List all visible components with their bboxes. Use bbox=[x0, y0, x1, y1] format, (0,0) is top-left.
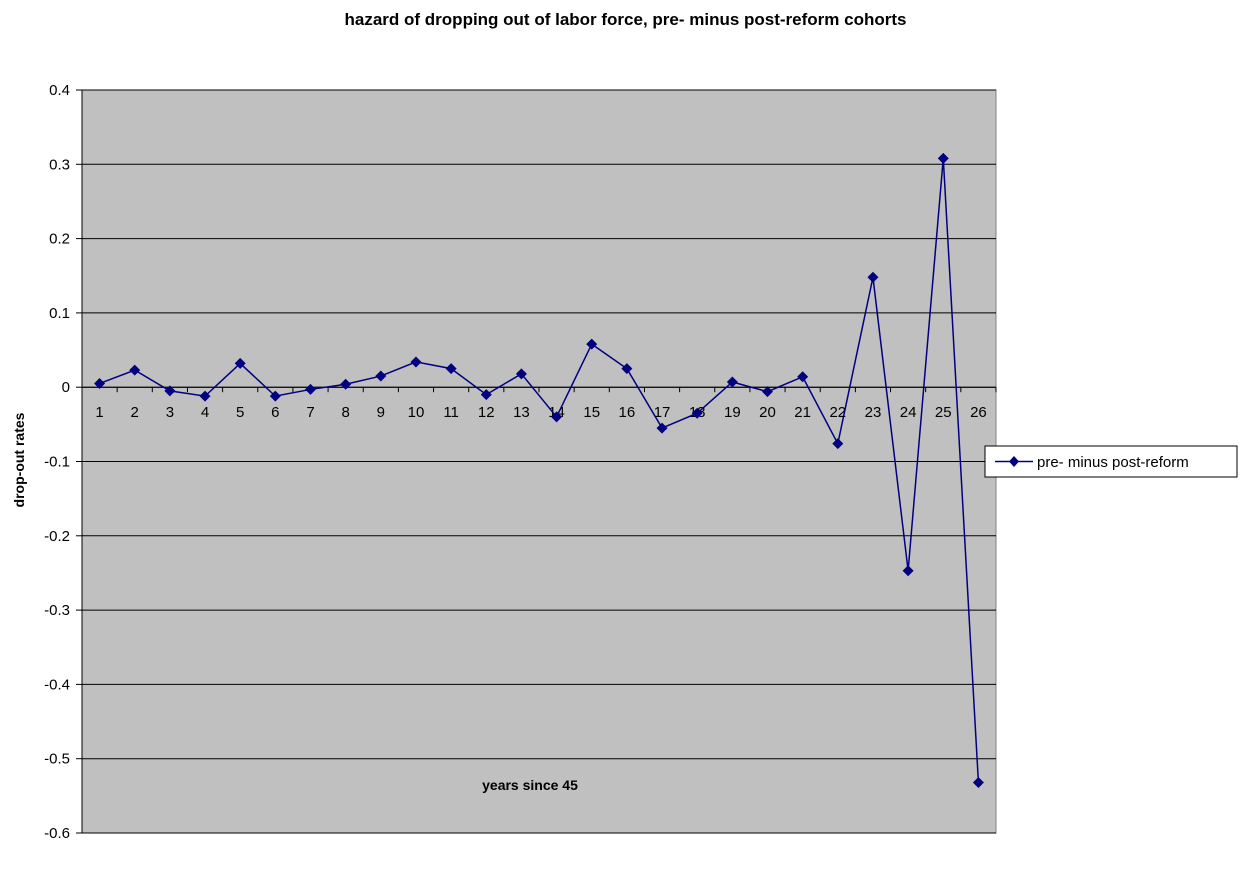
y-tick-label: -0.2 bbox=[44, 528, 70, 545]
y-tick-label: -0.5 bbox=[44, 751, 70, 768]
y-tick-label: -0.3 bbox=[44, 602, 70, 619]
x-axis-title: years since 45 bbox=[482, 777, 578, 793]
data-point bbox=[515, 368, 527, 380]
y-tick-label: -0.1 bbox=[44, 454, 70, 471]
legend-label: pre- minus post-reform bbox=[1037, 454, 1189, 471]
x-tick-label: 16 bbox=[619, 404, 636, 421]
legend: pre- minus post-reform bbox=[984, 445, 1238, 478]
x-tick-label: 19 bbox=[724, 404, 741, 421]
data-point bbox=[726, 376, 738, 388]
x-tick-label: 26 bbox=[970, 404, 987, 421]
data-point bbox=[445, 363, 457, 375]
data-point bbox=[621, 363, 633, 375]
data-point bbox=[375, 370, 387, 382]
x-tick-label: 21 bbox=[794, 404, 811, 421]
data-point bbox=[762, 386, 773, 398]
x-tick-label: 3 bbox=[166, 404, 174, 421]
x-tick-label: 8 bbox=[341, 404, 349, 421]
data-point bbox=[797, 371, 809, 383]
data-point bbox=[480, 389, 492, 401]
data-point bbox=[305, 383, 316, 395]
x-tick-label: 20 bbox=[759, 404, 776, 421]
y-tick-label: 0.3 bbox=[49, 156, 70, 173]
x-tick-label: 12 bbox=[478, 404, 495, 421]
y-tick-label: 0.1 bbox=[49, 305, 70, 322]
x-tick-label: 25 bbox=[935, 404, 952, 421]
data-point bbox=[551, 411, 563, 423]
x-tick-label: 1 bbox=[95, 404, 103, 421]
x-tick-label: 2 bbox=[131, 404, 139, 421]
legend-marker-diamond bbox=[1009, 456, 1019, 467]
y-tick-label: 0.2 bbox=[49, 231, 70, 248]
data-point bbox=[164, 385, 176, 397]
data-point bbox=[937, 152, 949, 164]
x-tick-label: 24 bbox=[900, 404, 917, 421]
data-point bbox=[972, 776, 984, 788]
data-point bbox=[94, 377, 106, 389]
data-point bbox=[867, 271, 879, 283]
y-axis-title: drop-out rates bbox=[11, 412, 27, 507]
y-tick-label: 0.4 bbox=[49, 82, 70, 99]
data-point bbox=[340, 378, 352, 390]
x-tick-label: 10 bbox=[408, 404, 425, 421]
data-point bbox=[410, 356, 422, 368]
x-tick-label: 9 bbox=[377, 404, 385, 421]
data-point bbox=[234, 357, 246, 369]
data-point bbox=[129, 364, 141, 376]
x-tick-label: 6 bbox=[271, 404, 279, 421]
axes bbox=[81, 90, 997, 833]
series-line bbox=[99, 158, 980, 783]
x-tick-label: 5 bbox=[236, 404, 244, 421]
data-point bbox=[902, 565, 914, 577]
data-point bbox=[199, 390, 211, 402]
data-point bbox=[656, 422, 668, 434]
data-point bbox=[269, 390, 281, 402]
y-tick-label: 0 bbox=[62, 379, 70, 396]
x-tick-label: 7 bbox=[306, 404, 314, 421]
y-tick-labels: 0.4 0.3 0.2 0.1 0 -0.1 -0.2 -0.3 -0.4 -0.5 -0.6 bbox=[44, 82, 70, 842]
gridlines bbox=[76, 89, 996, 834]
x-tick-label: 23 bbox=[865, 404, 882, 421]
y-tick-label: -0.4 bbox=[44, 676, 70, 693]
x-tick-label: 11 bbox=[443, 404, 459, 421]
x-tick-label: 22 bbox=[829, 404, 846, 421]
data-point bbox=[832, 438, 844, 450]
x-tick-label: 4 bbox=[201, 404, 209, 421]
x-tick-label: 13 bbox=[513, 404, 530, 421]
y-tick-label: -0.6 bbox=[44, 825, 70, 842]
x-tick-label: 17 bbox=[654, 404, 671, 421]
series-pre-minus-post-reform bbox=[94, 152, 984, 788]
chart-title: hazard of dropping out of labor force, p… bbox=[344, 10, 907, 29]
data-point bbox=[586, 338, 598, 350]
x-tick-label: 15 bbox=[583, 404, 600, 421]
data-point bbox=[691, 407, 703, 419]
